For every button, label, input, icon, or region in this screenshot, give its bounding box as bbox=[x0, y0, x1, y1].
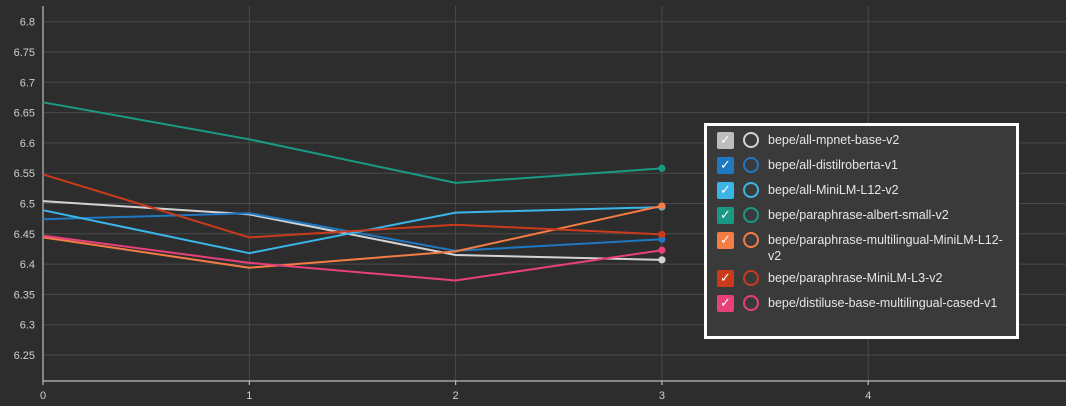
series-line-paraphrase-MiniLM-L3-v2 bbox=[42, 173, 662, 239]
checkbox-checked-icon[interactable]: ✓ bbox=[717, 295, 734, 312]
series-end-point-paraphrase-MiniLM-L3-v2 bbox=[658, 230, 666, 239]
series-line-all-MiniLM-L12-v2 bbox=[42, 206, 662, 255]
axes bbox=[42, 6, 1066, 385]
series-end-point-distiluse-base-multilingual-cased-v1 bbox=[658, 246, 666, 254]
tick-labels: 6.25 6.3 6.35 6.4 6.45 6.5 6.55 6.6 6.65 6.7 6.75 6… bbox=[14, 17, 872, 402]
y-tick-label: 6.4 bbox=[20, 259, 35, 271]
series-circle-icon bbox=[743, 182, 759, 198]
y-tick-label: 6.8 bbox=[20, 17, 35, 29]
legend-label: bepe/all-MiniLM-L12-v2 bbox=[768, 183, 899, 197]
legend: ✓ bepe/all-mpnet-base-v2 ✓ bepe/all-dist… bbox=[704, 123, 1019, 339]
legend-item-paraphrase-multilingual-MiniLM-L12-v2[interactable]: ✓ bepe/paraphrase-multilingual-MiniLM-L1… bbox=[717, 232, 1016, 264]
y-tick-label: 6.65 bbox=[14, 108, 35, 120]
y-tick-label: 6.5 bbox=[20, 199, 35, 211]
series-circle-icon bbox=[743, 295, 759, 311]
checkbox-checked-icon[interactable]: ✓ bbox=[717, 157, 734, 174]
series-line-paraphrase-albert-small-v2 bbox=[42, 101, 662, 184]
series-line-all-mpnet-base-v2 bbox=[42, 200, 662, 261]
x-tick-label: 4 bbox=[865, 390, 871, 402]
y-tick-label: 6.35 bbox=[14, 289, 35, 301]
series-circle-icon bbox=[743, 132, 759, 148]
series-end-point-paraphrase-albert-small-v2 bbox=[658, 164, 666, 172]
series-circle-icon bbox=[743, 207, 759, 223]
legend-item-all-MiniLM-L12-v2[interactable]: ✓ bepe/all-MiniLM-L12-v2 bbox=[717, 182, 1016, 199]
legend-label: bepe/paraphrase-albert-small-v2 bbox=[768, 208, 949, 222]
legend-label: bepe/paraphrase-multilingual-MiniLM-L12-… bbox=[768, 233, 1003, 263]
legend-label: bepe/distiluse-base-multilingual-cased-v… bbox=[768, 296, 998, 310]
series-circle-icon bbox=[743, 270, 759, 286]
series-end-point-paraphrase-multilingual-MiniLM-L12-v2 bbox=[658, 202, 666, 210]
y-tick-label: 6.3 bbox=[20, 320, 35, 332]
legend-item-paraphrase-albert-small-v2[interactable]: ✓ bepe/paraphrase-albert-small-v2 bbox=[717, 207, 1016, 224]
y-tick-label: 6.55 bbox=[14, 168, 35, 180]
checkbox-checked-icon[interactable]: ✓ bbox=[717, 232, 734, 249]
legend-item-all-distilroberta-v1[interactable]: ✓ bepe/all-distilroberta-v1 bbox=[717, 157, 1016, 174]
legend-label: bepe/all-mpnet-base-v2 bbox=[768, 133, 900, 147]
legend-item-distiluse-base-multilingual-cased-v1[interactable]: ✓ bepe/distiluse-base-multilingual-cased… bbox=[717, 295, 1016, 312]
legend-item-paraphrase-MiniLM-L3-v2[interactable]: ✓ bepe/paraphrase-MiniLM-L3-v2 bbox=[717, 270, 1016, 287]
series-circle-icon bbox=[743, 232, 759, 248]
y-tick-label: 6.45 bbox=[14, 229, 35, 241]
legend-label: bepe/all-distilroberta-v1 bbox=[768, 158, 898, 172]
y-tick-label: 6.7 bbox=[20, 77, 35, 89]
checkbox-checked-icon[interactable]: ✓ bbox=[717, 207, 734, 224]
checkbox-checked-icon[interactable]: ✓ bbox=[717, 132, 734, 149]
series-lines bbox=[42, 101, 666, 282]
y-tick-label: 6.75 bbox=[14, 47, 35, 59]
x-tick-label: 1 bbox=[246, 390, 252, 402]
x-tick-label: 0 bbox=[40, 390, 46, 402]
checkbox-checked-icon[interactable]: ✓ bbox=[717, 182, 734, 199]
y-tick-label: 6.6 bbox=[20, 138, 35, 150]
series-circle-icon bbox=[743, 157, 759, 173]
y-tick-label: 6.25 bbox=[14, 350, 35, 362]
legend-item-all-mpnet-base-v2[interactable]: ✓ bepe/all-mpnet-base-v2 bbox=[717, 132, 1016, 149]
x-tick-label: 3 bbox=[659, 390, 665, 402]
checkbox-checked-icon[interactable]: ✓ bbox=[717, 270, 734, 287]
legend-label: bepe/paraphrase-MiniLM-L3-v2 bbox=[768, 271, 943, 285]
x-tick-label: 2 bbox=[453, 390, 459, 402]
series-end-point-all-mpnet-base-v2 bbox=[658, 256, 666, 264]
series-line-distiluse-base-multilingual-cased-v1 bbox=[42, 234, 663, 282]
